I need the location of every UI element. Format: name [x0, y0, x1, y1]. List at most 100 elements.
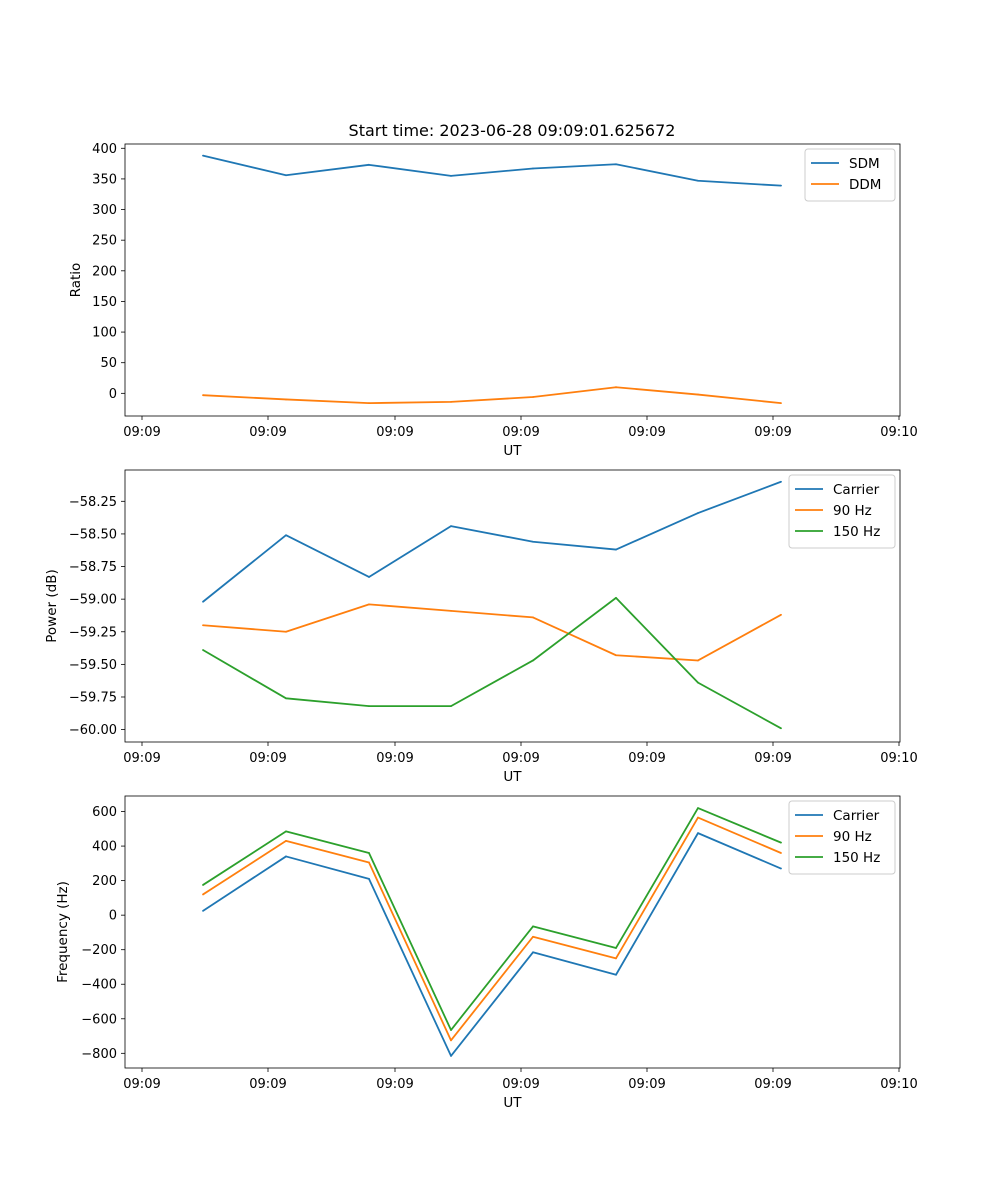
data-point-ddm: [532, 396, 534, 398]
data-point-carrier: [368, 878, 370, 880]
x-tick-label: 09:09: [754, 751, 791, 766]
legend-label-ddm: DDM: [849, 177, 881, 193]
y-tick-label: 250: [92, 234, 117, 249]
y-tick-label: −200: [81, 943, 117, 958]
y-tick-label: −58.75: [69, 560, 117, 575]
y-tick-label: 200: [92, 264, 117, 279]
y-tick-label: 0: [109, 387, 117, 402]
x-tick-label: 09:09: [754, 425, 791, 440]
data-point-150-hz: [202, 649, 204, 651]
y-axis-label: Power (dB): [44, 569, 60, 642]
data-point-150-hz: [532, 659, 534, 662]
data-point-90-hz: [780, 852, 782, 854]
y-tick-label: −800: [81, 1047, 117, 1062]
data-point-sdm: [285, 174, 287, 177]
y-axis-label: Frequency (Hz): [55, 881, 71, 983]
data-point-sdm: [202, 154, 204, 157]
data-point-90-hz: [615, 654, 617, 657]
legend-box: [788, 800, 896, 875]
data-point-150-hz: [450, 1029, 452, 1031]
legend: Carrier 90 Hz 150 Hz: [788, 474, 896, 549]
data-point-90-hz: [285, 630, 287, 633]
data-point-150-hz: [697, 681, 699, 684]
y-tick-label: 400: [92, 142, 117, 157]
series-line-sdm: [202, 154, 782, 187]
data-point-150-hz: [450, 705, 452, 708]
data-point-90-hz: [532, 935, 534, 938]
legend-label-90-hz: 90 Hz: [833, 503, 872, 519]
legend: SDM DDM: [804, 148, 896, 202]
data-point-90-hz: [615, 957, 617, 960]
x-tick-label: 09:09: [502, 425, 539, 440]
y-tick-label: 150: [92, 295, 117, 310]
data-point-carrier: [697, 832, 699, 835]
data-point-sdm: [368, 163, 370, 166]
data-point-carrier: [202, 909, 204, 912]
x-tick-label: 09:09: [502, 1077, 539, 1092]
data-point-carrier: [450, 1055, 452, 1057]
legend-label-90-hz: 90 Hz: [833, 829, 872, 845]
data-point-150-hz: [615, 947, 617, 949]
data-point-150-hz: [368, 705, 370, 708]
x-tick-label: 09:09: [123, 751, 160, 766]
x-tick-label: 09:09: [123, 425, 160, 440]
legend-label-sdm: SDM: [849, 156, 880, 172]
chart-title: Start time: 2023-06-28 09:09:01.625672: [349, 121, 676, 140]
x-tick-label: 09:09: [502, 751, 539, 766]
data-point-150-hz: [202, 884, 204, 886]
frequency-panel: 09:09 09:09 09:09 09:09 09:09 09:09 09:10 −800 −…: [55, 795, 918, 1111]
x-tick-label: 09:10: [880, 1077, 917, 1092]
data-point-90-hz: [450, 1039, 452, 1042]
x-tick-label: 09:09: [754, 1077, 791, 1092]
data-point-90-hz: [697, 659, 699, 662]
data-point-150-hz: [368, 852, 370, 854]
data-point-ddm: [697, 393, 699, 396]
data-point-ddm: [368, 402, 370, 405]
data-point-carrier: [615, 973, 617, 976]
x-tick-label: 09:09: [249, 425, 286, 440]
data-point-150-hz: [285, 697, 287, 700]
series-line-150-hz: [202, 807, 782, 1031]
series-line-90-hz: [202, 603, 782, 662]
legend-box: [804, 148, 896, 202]
data-point-150-hz: [285, 830, 287, 833]
data-point-sdm: [532, 167, 534, 170]
data-point-carrier: [202, 600, 204, 603]
data-point-sdm: [780, 184, 782, 187]
x-tick-label: 09:09: [376, 1077, 413, 1092]
y-tick-label: −59.50: [69, 658, 117, 673]
data-point-carrier: [615, 548, 617, 551]
y-tick-label: −58.25: [69, 495, 117, 510]
x-tick-label: 09:09: [628, 425, 665, 440]
legend-label-150-hz: 150 Hz: [833, 524, 880, 540]
x-tick-label: 09:09: [249, 751, 286, 766]
x-tick-label: 09:09: [249, 1077, 286, 1092]
series-line-150-hz: [202, 596, 782, 730]
y-tick-label: 100: [92, 326, 117, 341]
data-point-carrier: [450, 525, 452, 527]
series-line-carrier: [202, 480, 782, 603]
data-point-90-hz: [285, 840, 287, 842]
legend-label-carrier: Carrier: [833, 808, 880, 824]
data-point-ddm: [285, 398, 287, 401]
data-point-carrier: [532, 540, 534, 543]
x-tick-label: 09:09: [376, 751, 413, 766]
x-tick-label: 09:09: [376, 425, 413, 440]
y-tick-label: −400: [81, 978, 117, 993]
y-tick-label: 400: [92, 840, 117, 855]
series-line-ddm: [202, 386, 782, 405]
legend-label-150-hz: 150 Hz: [833, 850, 880, 866]
data-point-150-hz: [780, 727, 782, 730]
data-point-90-hz: [450, 609, 452, 612]
data-point-sdm: [450, 174, 452, 177]
y-tick-label: 600: [92, 805, 117, 820]
ratio-panel: 09:09 09:09 09:09 09:09 09:09 09:09 09:10 0 50 10…: [68, 142, 918, 459]
y-tick-label: −58.50: [69, 527, 117, 542]
y-tick-label: 350: [92, 172, 117, 187]
data-point-150-hz: [532, 925, 534, 928]
legend: Carrier 90 Hz 150 Hz: [788, 800, 896, 875]
y-tick-label: −59.25: [69, 625, 117, 640]
data-point-90-hz: [697, 816, 699, 819]
x-axis-label: UT: [503, 769, 522, 785]
